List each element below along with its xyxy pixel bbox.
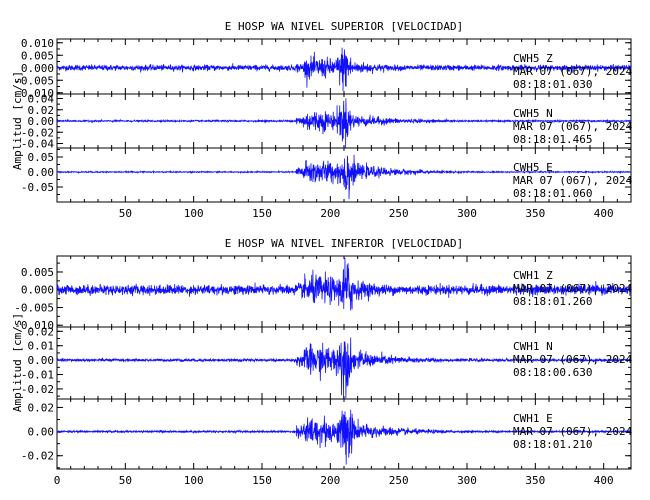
y-tick-label: 0.00 [28, 354, 55, 367]
panel-inferior: E HOSP WA NIVEL INFERIOR [VELOCIDAD] Ampl… [11, 237, 633, 487]
x-tick-label: 300 [457, 474, 477, 487]
time-label: 08:18:00.630 [513, 366, 592, 379]
y-tick-label: -0.02 [21, 450, 54, 463]
panel-superior: E HOSP WA NIVEL SUPERIOR [VELOCIDAD] Ampl… [11, 20, 633, 220]
panel-title: E HOSP WA NIVEL SUPERIOR [VELOCIDAD] [225, 20, 463, 33]
station-label: CWH1 Z [513, 269, 553, 282]
y-tick-label: 0.02 [28, 104, 55, 117]
time-label: 08:18:01.210 [513, 438, 592, 451]
y-tick-label: -0.010 [14, 87, 54, 100]
y-tick-label: 0.02 [28, 325, 55, 338]
x-tick-label: 200 [320, 474, 340, 487]
x-tick-label: 150 [252, 474, 272, 487]
y-tick-label: 0.04 [28, 93, 55, 106]
y-tick-label: -0.04 [21, 138, 54, 151]
y-tick-label: -0.01 [21, 369, 54, 382]
waveform-line [56, 47, 632, 91]
y-tick-label: 0.00 [28, 115, 55, 128]
date-label: MAR 07 (067), 2024 [513, 353, 633, 366]
x-tick-label: 100 [184, 474, 204, 487]
time-label: 08:18:01.465 [513, 133, 592, 146]
waveform-line [56, 337, 632, 399]
y-tick-label: -0.02 [21, 383, 54, 396]
station-label: CWH5 Z [513, 52, 553, 65]
x-tick-label: 250 [389, 207, 409, 220]
panel-title: E HOSP WA NIVEL INFERIOR [VELOCIDAD] [225, 237, 463, 250]
station-label: CWH1 E [513, 412, 553, 425]
station-label: CWH5 E [513, 161, 553, 174]
y-tick-label: 0.00 [28, 166, 55, 179]
date-label: MAR 07 (067), 2024 [513, 425, 633, 438]
date-label: MAR 07 (067), 2024 [513, 65, 633, 78]
x-tick-label: 50 [119, 474, 132, 487]
date-label: MAR 07 (067), 2024 [513, 120, 633, 133]
y-axis-label: Amplitud [cm/s] [11, 71, 24, 170]
x-tick-label: 400 [594, 207, 614, 220]
time-label: 08:18:01.030 [513, 78, 592, 91]
x-tick-label: 250 [389, 474, 409, 487]
x-tick-label: 0 [54, 474, 61, 487]
y-tick-label: 0.02 [28, 401, 55, 414]
time-label: 08:18:01.060 [513, 187, 592, 200]
x-tick-label: 350 [525, 207, 545, 220]
y-tick-label: 0.00 [28, 426, 55, 439]
date-label: MAR 07 (067), 2024 [513, 174, 633, 187]
y-tick-label: 0.01 [28, 340, 55, 353]
x-tick-label: 350 [525, 474, 545, 487]
y-tick-label: -0.05 [21, 181, 54, 194]
y-tick-label: -0.005 [14, 301, 54, 314]
waveform-line [56, 154, 632, 200]
y-tick-label: 0.005 [21, 266, 54, 279]
x-tick-label: 100 [184, 207, 204, 220]
x-tick-label: 150 [252, 207, 272, 220]
x-tick-label: 50 [119, 207, 132, 220]
y-tick-label: 0.000 [21, 284, 54, 297]
y-tick-label: 0.010 [21, 37, 54, 50]
waveform-line [56, 98, 632, 148]
y-tick-label: 0.05 [28, 151, 55, 164]
y-tick-label: -0.005 [14, 74, 54, 87]
station-label: CWH5 N [513, 107, 553, 120]
y-tick-label: 0.005 [21, 49, 54, 62]
time-label: 08:18:01.260 [513, 295, 592, 308]
waveform-line [56, 409, 632, 465]
x-tick-label: 200 [320, 207, 340, 220]
y-tick-label: -0.010 [14, 319, 54, 332]
y-tick-label: -0.02 [21, 126, 54, 139]
waveform-line [56, 257, 632, 311]
x-tick-label: 400 [594, 474, 614, 487]
y-axis-label: Amplitud [cm/s] [11, 313, 24, 412]
date-label: MAR 07 (067), 2024 [513, 282, 633, 295]
y-tick-label: 0.000 [21, 62, 54, 75]
x-tick-label: 300 [457, 207, 477, 220]
station-label: CWH1 N [513, 340, 553, 353]
